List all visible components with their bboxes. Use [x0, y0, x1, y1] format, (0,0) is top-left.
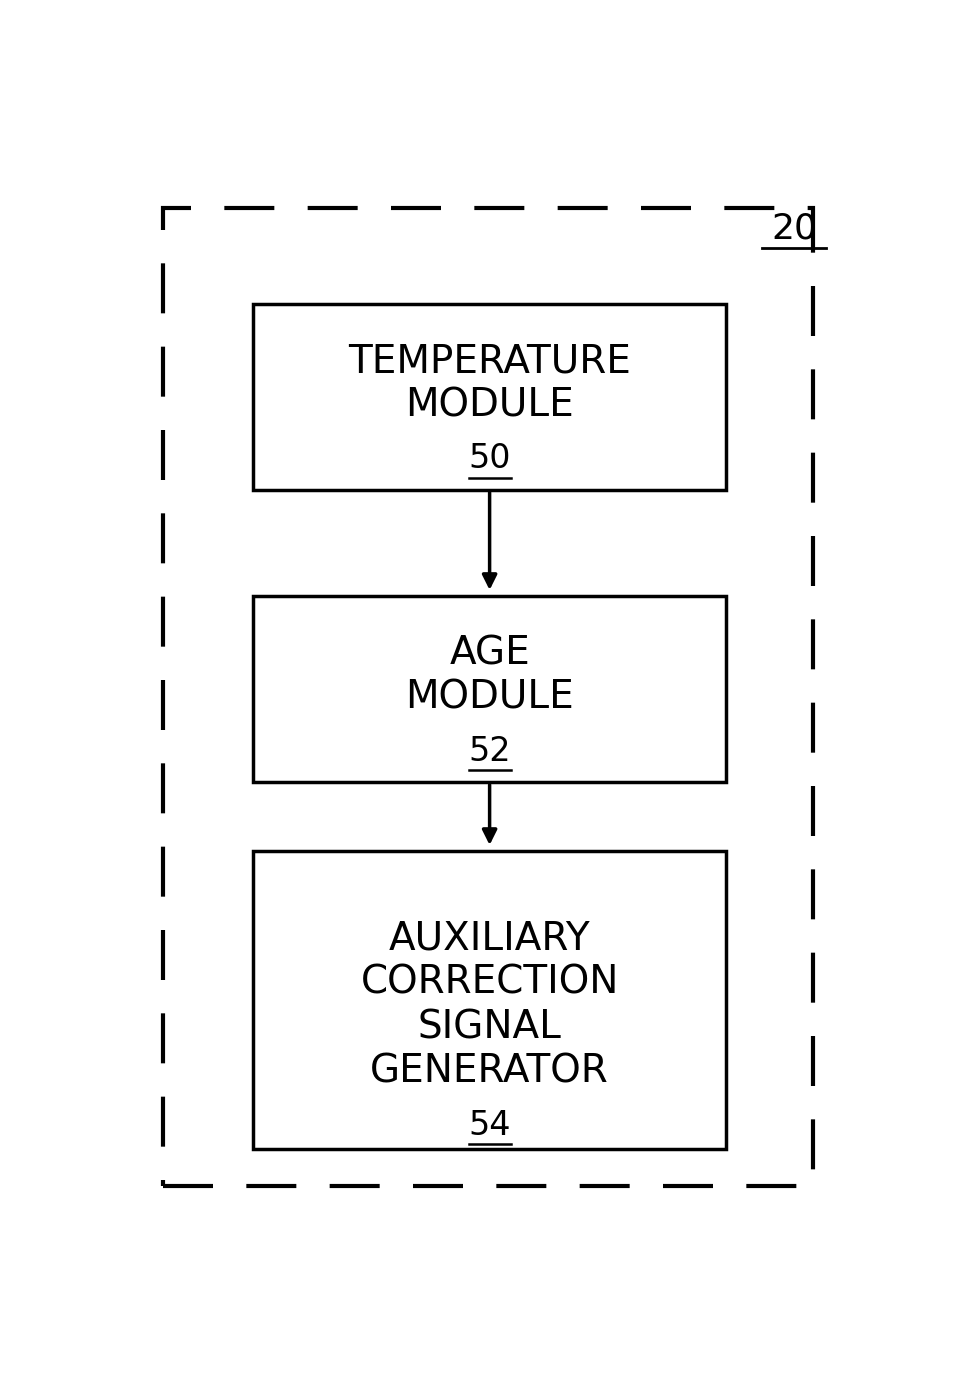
Bar	[253, 304, 726, 490]
Text: CORRECTION: CORRECTION	[360, 963, 618, 1002]
Text: GENERATOR: GENERATOR	[370, 1053, 609, 1092]
Text: MODULE: MODULE	[405, 386, 574, 425]
Bar	[253, 851, 726, 1148]
Text: AUXILIARY: AUXILIARY	[389, 919, 590, 958]
Text: 52: 52	[468, 734, 511, 767]
Text: 54: 54	[468, 1108, 511, 1141]
Text: MODULE: MODULE	[405, 679, 574, 718]
Text: 20: 20	[770, 211, 816, 246]
Text: SIGNAL: SIGNAL	[418, 1009, 561, 1046]
Text: 50: 50	[468, 443, 511, 475]
Bar	[253, 596, 726, 782]
Text: TEMPERATURE: TEMPERATURE	[348, 342, 631, 380]
Text: AGE: AGE	[449, 635, 529, 672]
Bar	[163, 208, 812, 1185]
